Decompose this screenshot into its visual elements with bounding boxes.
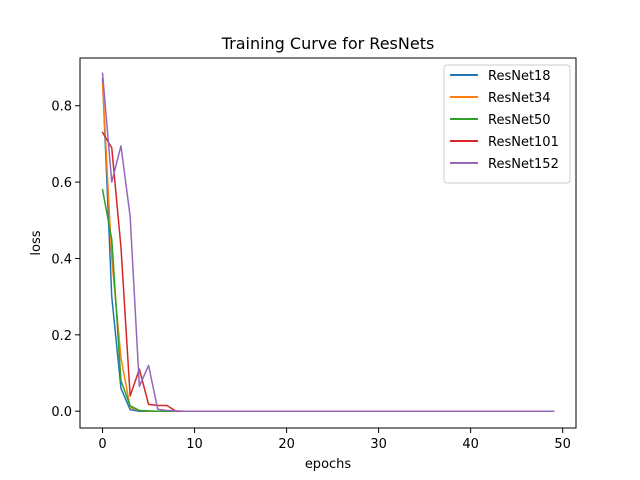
y-tick-label: 0.4 bbox=[51, 252, 72, 267]
y-axis-label: loss bbox=[29, 230, 44, 255]
legend-label: ResNet152 bbox=[488, 157, 559, 172]
legend-box bbox=[443, 64, 571, 184]
y-axis-ticks: 0.0 0.2 0.4 0.6 0.8 bbox=[51, 100, 80, 420]
x-tick-label: 50 bbox=[554, 437, 571, 452]
series-layer bbox=[101, 72, 555, 412]
legend-label: ResNet18 bbox=[488, 69, 551, 84]
y-tick-label: 0.6 bbox=[51, 176, 72, 191]
x-tick-label: 0 bbox=[98, 437, 106, 452]
x-tick-label: 40 bbox=[462, 437, 479, 452]
legend: ResNet18 ResNet34 ResNet50 ResNet101 ResNet1… bbox=[443, 64, 571, 184]
x-tick-label: 10 bbox=[186, 437, 203, 452]
x-axis-ticks: 0 10 20 30 40 50 bbox=[98, 428, 571, 452]
x-tick-label: 20 bbox=[278, 437, 295, 452]
y-tick-label: 0.8 bbox=[51, 100, 72, 115]
legend-label: ResNet50 bbox=[488, 113, 551, 128]
chart-title: Training Curve for ResNets bbox=[221, 34, 435, 53]
series-line-resnet152 bbox=[101, 72, 555, 412]
axes-frame bbox=[79, 57, 577, 429]
x-tick-label: 30 bbox=[370, 437, 387, 452]
y-tick-label: 0.0 bbox=[51, 405, 72, 420]
legend-label: ResNet34 bbox=[488, 91, 551, 106]
legend-label: ResNet101 bbox=[488, 135, 559, 150]
x-axis-label: epochs bbox=[305, 457, 352, 472]
y-tick-label: 0.2 bbox=[51, 329, 72, 344]
